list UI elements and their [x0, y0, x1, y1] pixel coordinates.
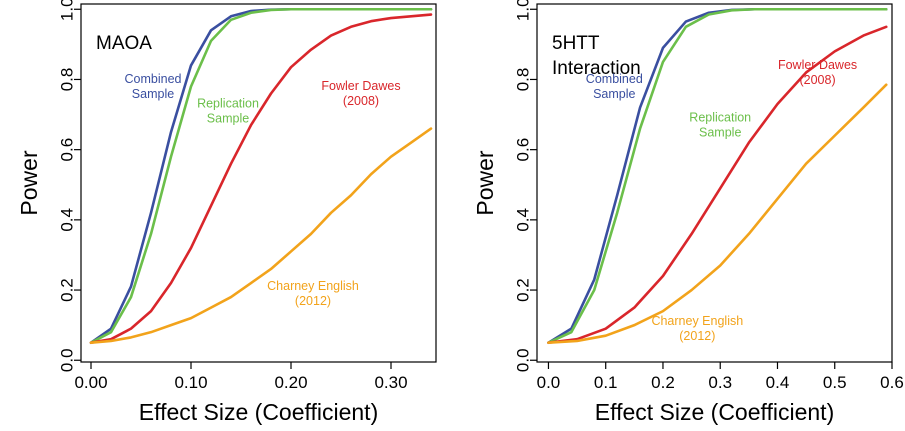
charney-series-line	[89, 127, 433, 344]
x-tick-label: 0.10	[174, 373, 207, 392]
y-tick-label: 0.0	[514, 348, 533, 372]
y-tick-label: 0.8	[514, 68, 533, 92]
replication-series-label: Sample	[699, 126, 741, 140]
y-axis-label: Power	[472, 150, 498, 216]
charney-series-label: Charney English	[267, 279, 359, 293]
replication-series-label: Replication	[197, 97, 259, 111]
replication-series-line	[547, 7, 888, 344]
fowler-series-label: Fowler Dawes	[321, 79, 400, 93]
combined-series-line	[89, 7, 433, 344]
panel-title: Interaction	[552, 58, 641, 79]
y-tick-label: 0.2	[514, 278, 533, 302]
combined-series-label: Combined	[125, 72, 182, 86]
y-tick-label: 0.0	[58, 348, 77, 372]
fowler-series-label: (2008)	[799, 73, 835, 87]
y-tick-label: 0.6	[58, 138, 77, 162]
y-tick-label: 1.0	[58, 0, 77, 21]
combined-series-label: Combined	[586, 72, 643, 86]
x-tick-label: 0.3	[708, 373, 732, 392]
plot-frame	[80, 3, 437, 363]
x-axis-label: Effect Size (Coefficient)	[139, 399, 378, 425]
y-tick-label: 0.6	[514, 138, 533, 162]
replication-series-label: Sample	[207, 112, 249, 126]
panel-title: MAOA	[96, 33, 152, 54]
combined-series-label: Sample	[593, 87, 635, 101]
y-tick-label: 0.4	[58, 208, 77, 232]
fowler-series-label: Fowler Dawes	[778, 58, 857, 72]
x-tick-label: 0.20	[274, 373, 307, 392]
y-tick-label: 1.0	[514, 0, 533, 21]
5htt-power-plot: 0.0 0.1 0.2 0.3 0.4 0.5 0.6 0.0 0.2 0.4 0.6 0.8 1.0 E…	[472, 0, 904, 425]
y-tick-label: 0.4	[514, 208, 533, 232]
x-tick-label: 0.5	[823, 373, 847, 392]
y-tick-label: 0.2	[58, 278, 77, 302]
x-tick-label: 0.4	[766, 373, 790, 392]
x-tick-label: 0.30	[374, 373, 407, 392]
charney-series-label: (2012)	[295, 294, 331, 308]
x-tick-label: 0.6	[880, 373, 904, 392]
panel-title: 5HTT	[552, 33, 600, 54]
x-tick-label: 0.0	[537, 373, 561, 392]
replication-series-label: Replication	[689, 111, 751, 125]
combined-series-label: Sample	[132, 87, 174, 101]
plot-frame	[536, 3, 893, 363]
x-tick-label: 0.1	[594, 373, 618, 392]
charney-series-line	[547, 83, 888, 344]
x-tick-label: 0.00	[74, 373, 107, 392]
charney-series-label: (2012)	[679, 329, 715, 343]
x-tick-label: 0.2	[651, 373, 675, 392]
y-axis-label: Power	[16, 150, 42, 216]
charney-series-label: Charney English	[651, 314, 743, 328]
y-tick-label: 0.8	[58, 68, 77, 92]
x-axis-label: Effect Size (Coefficient)	[595, 399, 834, 425]
fowler-series-line	[89, 13, 433, 344]
replication-series-line	[89, 7, 433, 344]
maoa-power-plot: 0.00 0.10 0.20 0.30 0.0 0.2 0.4 0.6 0.8 1.0 Effect…	[16, 0, 437, 425]
fowler-series-line	[547, 25, 888, 344]
fowler-series-label: (2008)	[343, 94, 379, 108]
